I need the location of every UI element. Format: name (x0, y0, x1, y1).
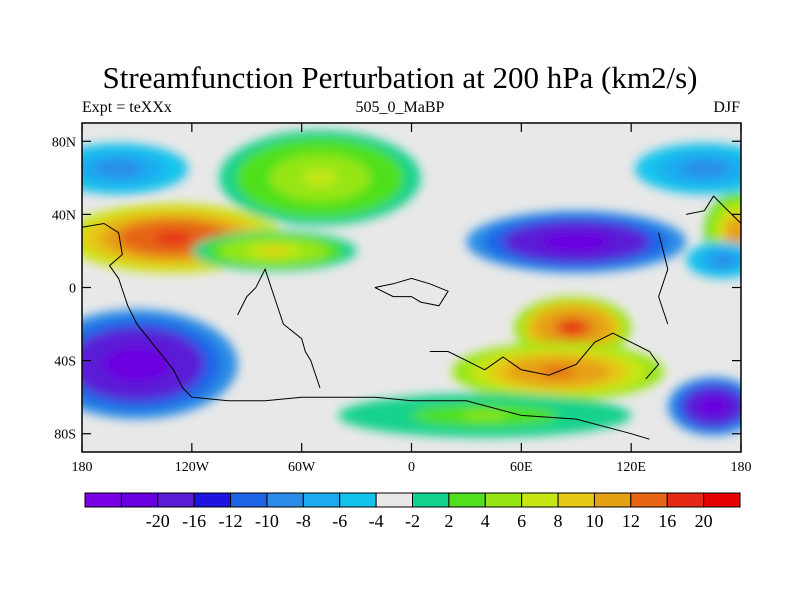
colorbar-label: 20 (695, 511, 713, 531)
colorbar-swatch (339, 492, 377, 508)
colorbar: -20 -16 -12 -10 -8 -6 -4 -2 2 4 6 8 10 12 16 20 (84, 492, 741, 531)
coastline-segment (429, 332, 660, 380)
lon-tick-label: 120E (616, 460, 646, 475)
colorbar-label: 8 (554, 511, 563, 531)
lat-tick-label: 0 (69, 282, 76, 297)
colorbar-label: -6 (332, 511, 347, 531)
map-plot-area (81, 122, 742, 453)
colorbar-swatch (448, 492, 486, 508)
colorbar-swatch (193, 492, 232, 508)
coastline-segment (237, 267, 321, 389)
colorbar-label: -20 (146, 511, 170, 531)
contour-band (303, 169, 337, 186)
colorbar-label: -10 (255, 511, 279, 531)
contour-band (260, 247, 288, 255)
colorbar-swatch (266, 492, 304, 508)
colorbar-label: -12 (219, 511, 243, 531)
colorbar-swatch (630, 492, 668, 508)
contour-band (460, 411, 510, 420)
contour-band (705, 401, 722, 412)
lat-tick-label: 80N (52, 135, 76, 150)
field-blob (667, 377, 741, 436)
field-blob (634, 143, 741, 195)
colorbar-swatch (521, 492, 559, 508)
contour-band (562, 322, 583, 333)
lon-tick-label: 180 (731, 460, 752, 475)
coastline-segment (658, 232, 669, 325)
colorbar-label: 4 (481, 511, 490, 531)
lon-tick-label: 60E (510, 460, 533, 475)
coastline-segment (82, 222, 650, 440)
latitude-axis: 80N 40N 0 40S 80S (52, 135, 741, 443)
lon-tick-label: 120W (175, 460, 210, 475)
field-blob (82, 309, 238, 420)
colorbar-swatch (412, 492, 450, 508)
coastline-segment (686, 195, 741, 224)
field-blob (82, 143, 189, 195)
colorbar-swatch (120, 492, 159, 508)
map-title: Streamfunction Perturbation at 200 hPa (… (102, 60, 698, 95)
colorbar-swatch (703, 492, 741, 508)
colorbar-swatch (593, 492, 632, 508)
colorbar-label: 6 (517, 511, 526, 531)
lon-tick-label: 180 (72, 460, 93, 475)
contour-band (692, 164, 716, 173)
colorbar-label: 2 (444, 511, 453, 531)
lon-tick-label: 0 (408, 460, 415, 475)
colorbar-swatch (230, 492, 268, 508)
lat-tick-label: 40S (54, 355, 76, 370)
colorbar-swatch (84, 492, 122, 508)
contour-band (557, 236, 595, 247)
contour-band (155, 232, 192, 244)
coastline-segment (374, 277, 449, 307)
field-blob (191, 230, 357, 272)
field-blob (686, 241, 741, 279)
colorbar-label: 16 (658, 511, 676, 531)
colorbar-label: -8 (296, 511, 311, 531)
colorbar-swatch (157, 492, 195, 508)
lat-tick-label: 40N (52, 208, 76, 223)
field-blob (466, 210, 687, 273)
lon-tick-label: 60W (288, 460, 316, 475)
lat-tick-label: 80S (54, 428, 76, 443)
contour-band (716, 257, 729, 264)
colorbar-swatch (484, 492, 523, 508)
run-id-label: 505_0_MaBP (355, 99, 445, 116)
colorbar-label: -2 (405, 511, 420, 531)
colorbar-swatch (666, 492, 705, 508)
longitude-axis: 180 120W 60W 0 60E 120E 180 (72, 123, 752, 475)
colorbar-swatch (302, 492, 341, 508)
contour-band (107, 164, 131, 173)
contour-band (120, 355, 154, 374)
colorbar-swatch (375, 492, 414, 508)
colorbar-label: -16 (182, 511, 206, 531)
colorbar-label: 12 (622, 511, 640, 531)
colorbar-label: -4 (369, 511, 384, 531)
streamfunction-field (82, 130, 741, 438)
field-blob (338, 393, 632, 438)
field-blob (219, 130, 421, 226)
experiment-label: Expt = teXXx (82, 99, 172, 116)
contour-band (731, 225, 741, 240)
coastlines (82, 195, 741, 440)
season-label: DJF (713, 99, 740, 116)
colorbar-label: 10 (585, 511, 603, 531)
colorbar-swatch (557, 492, 595, 508)
